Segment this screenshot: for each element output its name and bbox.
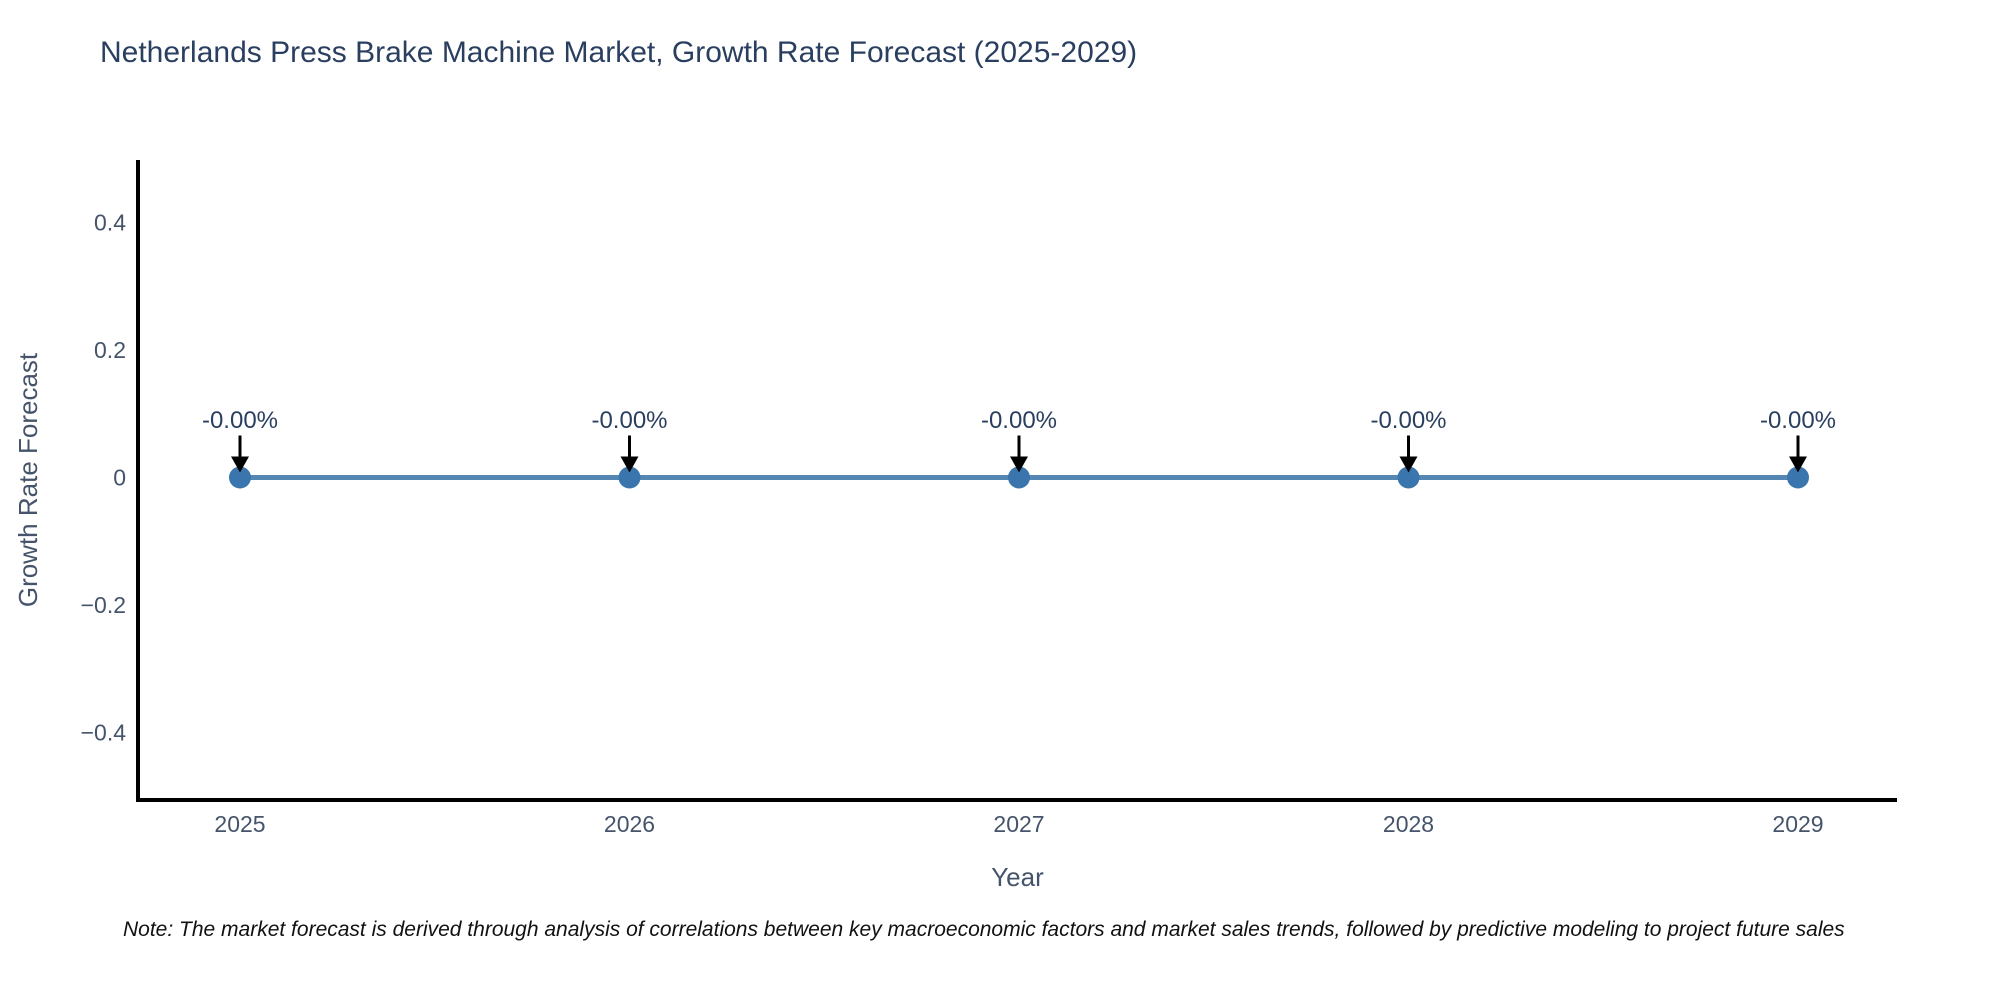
data-point-marker	[1008, 466, 1030, 489]
x-tick-label: 2027	[993, 811, 1044, 837]
x-tick-label: 2028	[1383, 811, 1434, 837]
annotation-arrowhead	[1399, 456, 1418, 473]
data-point-marker	[618, 466, 641, 489]
y-tick-label: −0.2	[81, 592, 126, 618]
chart-title: Netherlands Press Brake Machine Market, …	[100, 36, 1138, 69]
annotation-arrowhead	[1789, 456, 1807, 473]
y-tick-label: 0.2	[94, 337, 126, 363]
annotation-label: -0.00%	[981, 407, 1057, 434]
annotation-label: -0.00%	[1760, 407, 1836, 434]
annotation-label: -0.00%	[1370, 407, 1446, 434]
annotation-label: -0.00%	[591, 407, 667, 434]
x-tick-label: 2026	[604, 811, 655, 837]
annotation-arrowhead	[231, 456, 249, 473]
y-axis-title: Growth Rate Forecast	[13, 352, 43, 607]
annotation-label: -0.00%	[202, 407, 278, 434]
x-axis-title: Year	[991, 862, 1044, 892]
y-tick-label: 0.4	[94, 210, 126, 236]
data-point-marker	[1397, 466, 1420, 489]
y-tick-label: −0.4	[81, 720, 127, 746]
x-tick-label: 2025	[214, 811, 265, 837]
annotation-arrowhead	[1010, 456, 1028, 473]
x-tick-label: 2029	[1772, 811, 1823, 837]
data-point-marker	[1787, 466, 1809, 489]
annotation-arrowhead	[620, 456, 639, 473]
data-point-marker	[229, 466, 251, 489]
y-tick-label: 0	[113, 465, 126, 491]
footnote: Note: The market forecast is derived thr…	[123, 918, 1845, 941]
